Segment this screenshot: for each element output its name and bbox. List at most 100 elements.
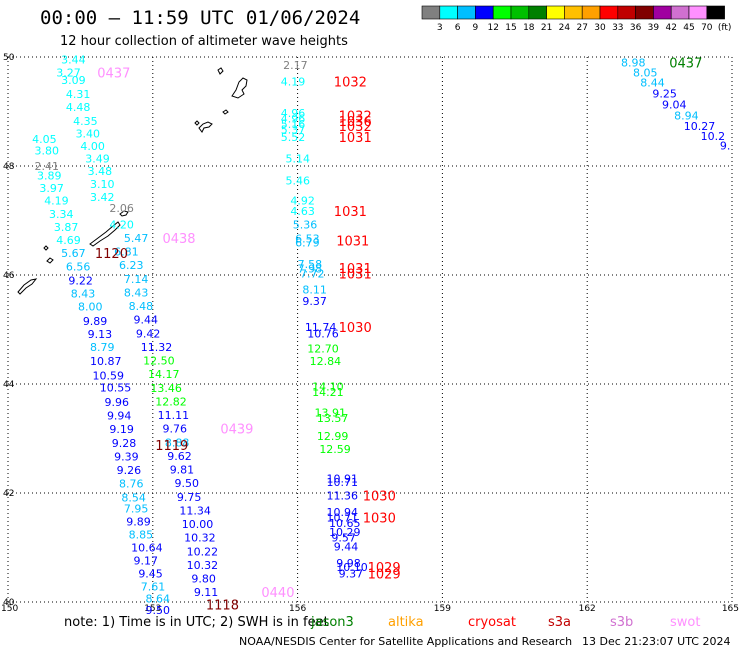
swh-value: 10.2: [701, 130, 726, 143]
pass-time-label: 0437: [669, 56, 702, 71]
colorbar-label: 15: [505, 23, 516, 33]
swh-value: 13.46: [150, 382, 182, 395]
y-tick-label: 44: [3, 380, 15, 390]
swh-value: 13.57: [317, 412, 349, 425]
colorbar-label: 33: [612, 23, 623, 33]
pass-time-label: 1030: [339, 321, 372, 336]
swh-value: 12.50: [143, 355, 175, 368]
swh-value: 14.21: [312, 386, 344, 399]
swh-value: 5.46: [286, 175, 311, 188]
swh-value: 6.23: [119, 259, 144, 272]
swh-value: 10.55: [100, 381, 132, 394]
swh-value: 8.79: [90, 341, 115, 354]
pass-time-label: 1120: [95, 247, 128, 262]
colorbar-swatch: [670, 5, 690, 20]
swh-value: 3.42: [90, 191, 115, 204]
swh-value: 10.87: [90, 355, 122, 368]
swh-value: 5.52: [281, 131, 306, 144]
pass-time-label: 1118: [206, 599, 239, 614]
swh-value: 9.25: [652, 88, 677, 101]
swh-value: 5.36: [293, 218, 318, 231]
swh-value: 4.92: [290, 194, 315, 207]
y-tick-label: 42: [3, 489, 14, 499]
swh-value: 8.98: [621, 56, 646, 69]
swh-value: 9.22: [68, 274, 93, 287]
swh-value: 9.42: [136, 327, 161, 340]
coastline: [17, 67, 248, 295]
swh-value: 9.39: [114, 450, 139, 463]
colorbar-swatch: [510, 5, 530, 20]
swh-value: 8.64: [146, 593, 171, 606]
swh-value: 10.64: [131, 542, 163, 555]
colorbar-label: 12: [487, 23, 498, 33]
swh-value: 6.79: [295, 236, 320, 249]
swh-value: 8.00: [78, 301, 103, 314]
swh-value: 3.44: [61, 54, 86, 67]
swh-value: 9.37: [302, 295, 327, 308]
colorbar-swatch: [421, 5, 441, 20]
swh-value: 2.41: [35, 160, 60, 173]
coast-island-8: [17, 278, 38, 295]
swh-value: 9.11: [194, 586, 219, 599]
swh-value: 10.65: [329, 517, 361, 530]
swh-value: 4.19: [44, 194, 68, 207]
pass-time-label: 1032: [334, 76, 367, 91]
pass-time-label: 1031: [336, 235, 369, 250]
swh-value: 9.57: [331, 532, 356, 545]
swh-value: 3.48: [88, 165, 113, 178]
swh-value: 10.27: [684, 120, 716, 133]
swh-value: 4.48: [66, 101, 91, 114]
pass-time-label: 1036: [339, 115, 372, 130]
swh-value: 4.96: [281, 113, 306, 126]
swh-value: 3.10: [90, 178, 115, 191]
swh-value: 10.00: [182, 518, 214, 531]
colorbar-label: 27: [576, 23, 587, 33]
colorbar-swatch: [475, 5, 494, 20]
colorbar-swatch: [617, 5, 636, 20]
colorbar-label: 39: [648, 23, 660, 33]
swh-value: 8.88: [165, 436, 190, 449]
y-tick-label: 46: [3, 271, 15, 281]
satellite-legend-s3b: s3b: [610, 615, 633, 630]
swh-value: 3.89: [37, 169, 62, 182]
coast-island-1: [217, 67, 224, 75]
swh-value: 9.28: [112, 437, 137, 450]
swh-value: 10.71: [327, 512, 359, 525]
swh-value: 6.53: [295, 232, 320, 245]
colorbar-label: 21: [541, 23, 552, 33]
chart-title: 00:00 – 11:59 UTC 01/06/2024: [40, 7, 360, 29]
coast-island-3: [222, 109, 229, 115]
colorbar-swatch: [546, 5, 565, 20]
swh-value: 9.26: [117, 464, 142, 477]
swh-value: 9.96: [105, 396, 129, 409]
swh-value: 10.22: [187, 545, 219, 558]
swh-value: 4.35: [73, 115, 98, 128]
swh-value: 4.31: [66, 88, 91, 101]
swh-value: 6.56: [66, 260, 91, 273]
swh-value: 10.71: [327, 476, 359, 489]
swh-value: 5.47: [124, 232, 149, 245]
swh-value: 10.91: [327, 472, 359, 485]
swh-value: 3.40: [76, 127, 101, 140]
swh-value: 3.97: [39, 182, 64, 195]
satellite-legend-jason3: jason3: [310, 615, 354, 630]
coast-island-7: [119, 210, 129, 217]
y-tick-label: 40: [3, 598, 15, 608]
swh-value: 7.72: [300, 267, 325, 280]
footer-credit: NOAA/NESDIS Center for Satellite Applica…: [239, 635, 572, 648]
swh-value: 9.: [720, 139, 731, 152]
swh-value: 14.17: [148, 368, 180, 381]
swh-value: 11.34: [179, 504, 211, 517]
swh-value: 2.06: [109, 202, 134, 215]
swh-value: 8.48: [129, 300, 154, 313]
swh-value: 10.32: [184, 532, 216, 545]
swh-value: 5.37: [281, 123, 306, 136]
swh-values: 3.443.273.094.314.484.353.40 4.05 4.00 3.80…: [32, 54, 730, 617]
swh-value: 8.76: [119, 478, 144, 491]
satellite-legend-cryosat: cryosat: [468, 615, 516, 630]
colorbar-swatch: [457, 5, 476, 20]
colorbar: 3 6 9 12 15 18 21 24 27 30 33 36 39 42 45 70 (ft): [421, 5, 731, 33]
colorbar-label: 9: [473, 23, 479, 33]
colorbar-label: 18: [523, 23, 535, 33]
